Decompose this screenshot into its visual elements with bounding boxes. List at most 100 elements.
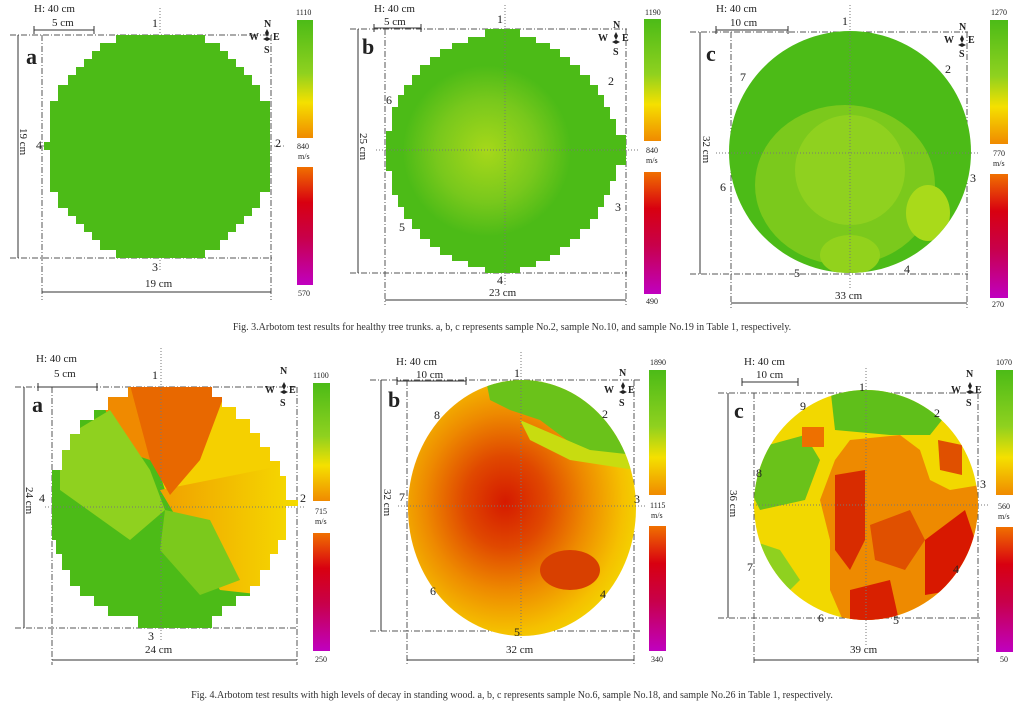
panel-letter: a — [26, 44, 37, 69]
sensor-label: 3 — [148, 629, 154, 643]
scale-max: 1890 — [650, 358, 666, 367]
compass-s: S — [966, 398, 972, 409]
depth-label: 25 cm — [357, 133, 369, 161]
scale-min: 50 — [1000, 655, 1008, 664]
compass-rose-icon — [612, 32, 620, 44]
sensor-label: 2 — [300, 491, 306, 505]
sensor-label: 5 — [794, 266, 800, 280]
sensor-label: 1 — [152, 368, 158, 382]
width-label: 33 cm — [835, 290, 863, 302]
sensor-label: 2 — [934, 406, 940, 420]
height-label: H: 40 cm — [744, 356, 785, 368]
sensor-label: 3 — [615, 200, 621, 214]
sensor-label: 8 — [756, 466, 762, 480]
trunk-cross-section — [386, 29, 626, 273]
fig3-panel-b: H: 40 cm 5 cm b 1 2 3 4 5 6 25 cm 23 cm … — [340, 0, 680, 310]
figure-3-caption: Fig. 3.Arbotom test results for healthy … — [232, 322, 792, 333]
sensor-label: 3 — [152, 260, 158, 274]
compass-w: W — [249, 32, 259, 43]
scale-mid: 715 — [315, 507, 327, 516]
scale-min: 490 — [646, 297, 658, 306]
sensor-label: 7 — [740, 70, 746, 84]
compass-e: E — [968, 35, 975, 46]
scale-mid: 840 — [646, 146, 658, 155]
sensor-label: 5 — [399, 220, 405, 234]
compass-s: S — [613, 47, 619, 58]
scale-max: 1270 — [991, 8, 1007, 17]
compass-rose-icon — [958, 35, 966, 47]
height-label: H: 40 cm — [36, 353, 77, 365]
scale-bar-label: 5 cm — [52, 17, 74, 29]
sensor-label: 4 — [904, 262, 910, 276]
scale-max: 1100 — [313, 371, 329, 380]
trunk-cross-section — [754, 390, 978, 620]
scale-max: 1070 — [996, 358, 1012, 367]
scale-unit: m/s — [646, 156, 658, 165]
sensor-label: 1 — [152, 16, 158, 30]
sensor-label: 4 — [36, 138, 42, 152]
compass-n: N — [264, 19, 272, 30]
sensor-label: 4 — [953, 562, 959, 576]
sensor-label: 5 — [893, 613, 899, 627]
tomogram-4b — [370, 352, 666, 665]
compass-s: S — [264, 45, 270, 56]
depth-label: 24 cm — [23, 487, 35, 515]
sensor-label: 1 — [842, 14, 848, 28]
compass-w: W — [265, 385, 275, 396]
compass-rose-icon — [966, 382, 974, 394]
sensor-label: 2 — [608, 74, 614, 88]
scale-bar-label: 5 cm — [384, 16, 406, 28]
panel-letter: c — [706, 41, 716, 66]
scale-unit: m/s — [298, 152, 310, 161]
width-label: 24 cm — [145, 644, 173, 656]
height-label: H: 40 cm — [374, 3, 415, 15]
compass-n: N — [959, 22, 967, 33]
panel-letter: c — [734, 398, 744, 423]
trunk-cross-section — [44, 35, 270, 258]
depth-label: 32 cm — [700, 136, 712, 164]
scale-unit: m/s — [998, 512, 1010, 521]
height-label: H: 40 cm — [716, 3, 757, 15]
sensor-label: 6 — [430, 584, 436, 598]
scale-max: 1190 — [645, 8, 661, 17]
sensor-label: 2 — [275, 136, 281, 150]
color-scale-lower — [297, 167, 313, 285]
scale-min: 270 — [992, 300, 1004, 309]
compass-s: S — [619, 398, 625, 409]
tomogram-3a — [10, 8, 313, 300]
sensor-label: 2 — [602, 407, 608, 421]
sensor-label: 3 — [970, 171, 976, 185]
scale-bar-label: 10 cm — [756, 369, 784, 381]
compass-e: E — [273, 32, 280, 43]
width-label: 39 cm — [850, 644, 878, 656]
sensor-label: 6 — [386, 93, 392, 107]
sensor-label: 1 — [514, 366, 520, 380]
compass-e: E — [628, 385, 635, 396]
sensor-label: 5 — [514, 625, 520, 639]
compass-s: S — [959, 49, 965, 60]
compass-e: E — [622, 33, 629, 44]
compass-n: N — [280, 366, 288, 377]
sensor-label: 9 — [800, 399, 806, 413]
compass-e: E — [975, 385, 982, 396]
sensor-label: 3 — [634, 492, 640, 506]
compass-rose-icon — [619, 382, 627, 394]
fig3-panel-a: H: 40 cm 5 cm a 1 2 3 4 19 cm 19 cm 1110… — [0, 0, 340, 310]
compass-w: W — [944, 35, 954, 46]
sensor-label: 6 — [818, 611, 824, 625]
width-label: 19 cm — [145, 278, 173, 290]
scale-mid: 840 — [297, 142, 309, 151]
compass-rose-icon — [263, 29, 271, 41]
tomogram-3c — [690, 5, 1008, 308]
panel-letter: b — [388, 387, 401, 412]
depth-label: 19 cm — [17, 128, 29, 156]
compass-e: E — [289, 385, 296, 396]
fig3-panel-c: H: 40 cm 10 cm c 1 2 3 4 5 6 7 32 cm 33 … — [680, 0, 1024, 310]
figure-4-caption: Fig. 4.Arbotom test results with high le… — [191, 690, 833, 701]
width-label: 23 cm — [489, 287, 517, 299]
sensor-label: 2 — [945, 62, 951, 76]
scale-unit: m/s — [315, 517, 327, 526]
compass-n: N — [966, 369, 974, 380]
panel-letter: a — [32, 392, 43, 417]
scale-mid: 560 — [998, 502, 1010, 511]
